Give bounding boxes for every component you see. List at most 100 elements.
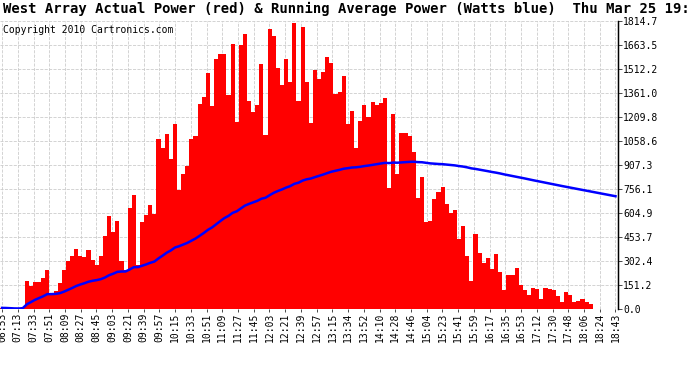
Bar [329,63,333,309]
Bar [4,308,8,309]
Bar [523,290,527,309]
Bar [193,136,197,309]
Bar [506,274,511,309]
Bar [444,204,448,309]
Bar [387,189,391,309]
Bar [268,29,272,309]
Bar [375,105,379,309]
Bar [540,299,544,309]
Bar [383,98,387,309]
Bar [148,205,152,309]
Bar [321,72,325,309]
Bar [235,122,239,309]
Bar [354,148,358,309]
Bar [86,251,90,309]
Bar [560,303,564,309]
Bar [132,195,136,309]
Bar [284,59,288,309]
Bar [490,268,494,309]
Bar [564,292,568,309]
Bar [74,249,78,309]
Bar [420,177,424,309]
Bar [465,256,469,309]
Bar [206,73,210,309]
Bar [50,295,54,309]
Bar [189,140,193,309]
Bar [251,112,255,309]
Bar [305,82,309,309]
Bar [264,135,268,309]
Bar [222,54,226,309]
Bar [457,239,461,309]
Bar [276,68,280,309]
Bar [255,105,259,309]
Bar [408,136,412,309]
Bar [535,290,540,309]
Bar [25,281,29,309]
Bar [144,215,148,309]
Bar [404,133,408,309]
Bar [568,295,572,309]
Bar [453,210,457,309]
Bar [152,214,157,309]
Bar [181,174,186,309]
Bar [210,105,214,309]
Bar [552,290,556,309]
Bar [41,278,46,309]
Bar [21,307,25,309]
Bar [173,124,177,309]
Bar [111,232,115,309]
Bar [186,166,189,309]
Bar [90,260,95,309]
Bar [502,290,506,309]
Bar [486,258,490,309]
Bar [54,291,58,309]
Bar [358,122,362,309]
Bar [511,275,515,309]
Bar [519,285,523,309]
Bar [46,270,50,309]
Bar [317,79,321,309]
Bar [309,123,313,309]
Bar [169,159,173,309]
Bar [333,93,337,309]
Bar [259,64,264,309]
Bar [494,254,498,309]
Bar [436,192,440,309]
Bar [0,308,4,309]
Bar [140,222,144,309]
Text: Copyright 2010 Cartronics.com: Copyright 2010 Cartronics.com [3,25,173,35]
Bar [527,295,531,309]
Bar [482,262,486,309]
Bar [498,272,502,309]
Bar [70,256,74,309]
Bar [391,114,395,309]
Bar [226,95,230,309]
Bar [272,36,276,309]
Bar [107,216,111,309]
Bar [247,101,251,309]
Bar [440,187,444,309]
Bar [177,190,181,309]
Bar [589,304,593,309]
Bar [400,133,404,309]
Bar [95,265,99,309]
Bar [428,221,433,309]
Bar [371,102,375,309]
Bar [477,253,482,309]
Bar [395,174,400,309]
Bar [576,302,580,309]
Bar [214,59,218,309]
Bar [115,221,119,309]
Bar [337,92,342,309]
Bar [66,261,70,309]
Bar [366,117,371,309]
Bar [165,135,169,309]
Bar [157,139,161,309]
Bar [293,23,297,309]
Bar [161,148,165,309]
Bar [29,286,33,309]
Bar [239,45,243,309]
Bar [136,265,140,309]
Bar [424,222,428,309]
